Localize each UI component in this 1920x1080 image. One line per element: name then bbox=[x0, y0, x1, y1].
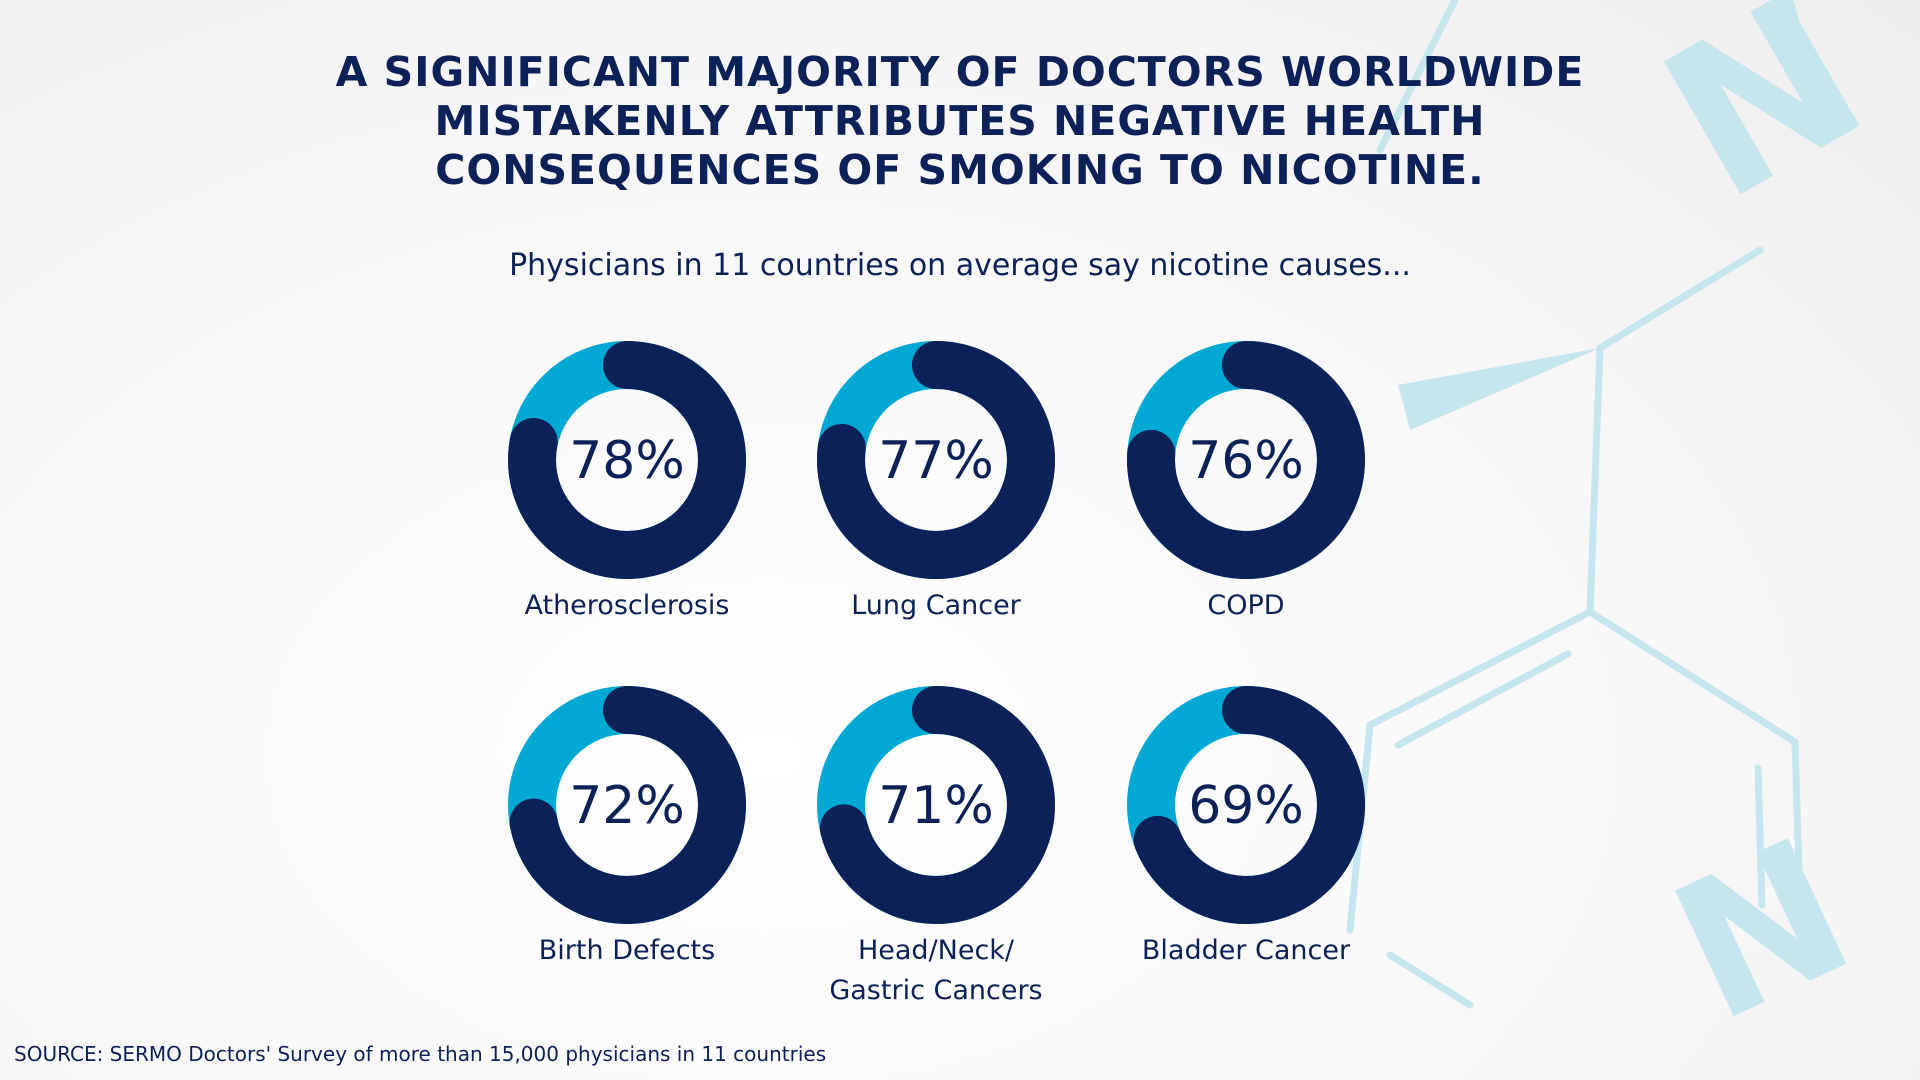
donut-category-label: Bladder Cancer bbox=[1141, 935, 1351, 966]
donut-value-arc bbox=[1127, 341, 1365, 579]
donut-value-arc bbox=[817, 686, 1055, 924]
donut-chart: 77% bbox=[817, 341, 1055, 579]
donut-value-label: 78% bbox=[569, 431, 685, 491]
donut-item: 78% Atherosclerosis bbox=[477, 340, 777, 626]
donut-category-label: Birth Defects bbox=[538, 935, 716, 966]
donut-chart: 71% bbox=[817, 686, 1055, 924]
donut-value-label: 71% bbox=[878, 776, 994, 836]
source-note: SOURCE: SERMO Doctors' Survey of more th… bbox=[14, 1042, 827, 1066]
donut-category-label: COPD bbox=[1207, 590, 1285, 621]
donut-value-label: 77% bbox=[878, 431, 994, 491]
donut-category-label: Head/Neck/Gastric Cancers bbox=[829, 935, 1043, 1006]
title-line-1: A SIGNIFICANT MAJORITY OF DOCTORS WORLDW… bbox=[335, 48, 1585, 96]
donut-category-label: Atherosclerosis bbox=[524, 590, 730, 621]
donut-value-label: 69% bbox=[1188, 776, 1304, 836]
donut-chart: 76% bbox=[1127, 341, 1365, 579]
donut-chart: 69% bbox=[1127, 686, 1365, 924]
chart-subtitle: Physicians in 11 countries on average sa… bbox=[509, 248, 1411, 283]
title-line-2: MISTAKENLY ATTRIBUTES NEGATIVE HEALTH bbox=[434, 97, 1486, 145]
donut-chart: 72% bbox=[508, 686, 746, 924]
donut-chart: 78% bbox=[508, 341, 746, 579]
donut-item: 76% COPD bbox=[1096, 340, 1396, 626]
donut-value-arc bbox=[508, 686, 746, 924]
donut-category-label: Lung Cancer bbox=[851, 590, 1021, 621]
donut-item: 71% Head/Neck/Gastric Cancers bbox=[786, 685, 1086, 1011]
donut-value-arc bbox=[508, 341, 746, 579]
donut-item: 77% Lung Cancer bbox=[786, 340, 1086, 626]
page-title: A SIGNIFICANT MAJORITY OF DOCTORS WORLDW… bbox=[260, 48, 1660, 195]
donut-value-arc bbox=[1127, 686, 1365, 924]
molecule-n-letter-top: N bbox=[1626, 0, 1901, 247]
title-line-3: CONSEQUENCES OF SMOKING TO NICOTINE. bbox=[435, 146, 1485, 194]
donut-item: 72% Birth Defects bbox=[477, 685, 777, 971]
molecule-n-letter-bottom: N bbox=[1644, 797, 1882, 1064]
donut-value-label: 72% bbox=[569, 776, 685, 836]
donut-item: 69% Bladder Cancer bbox=[1096, 685, 1396, 971]
donut-value-label: 76% bbox=[1188, 431, 1304, 491]
donut-value-arc bbox=[817, 341, 1055, 579]
